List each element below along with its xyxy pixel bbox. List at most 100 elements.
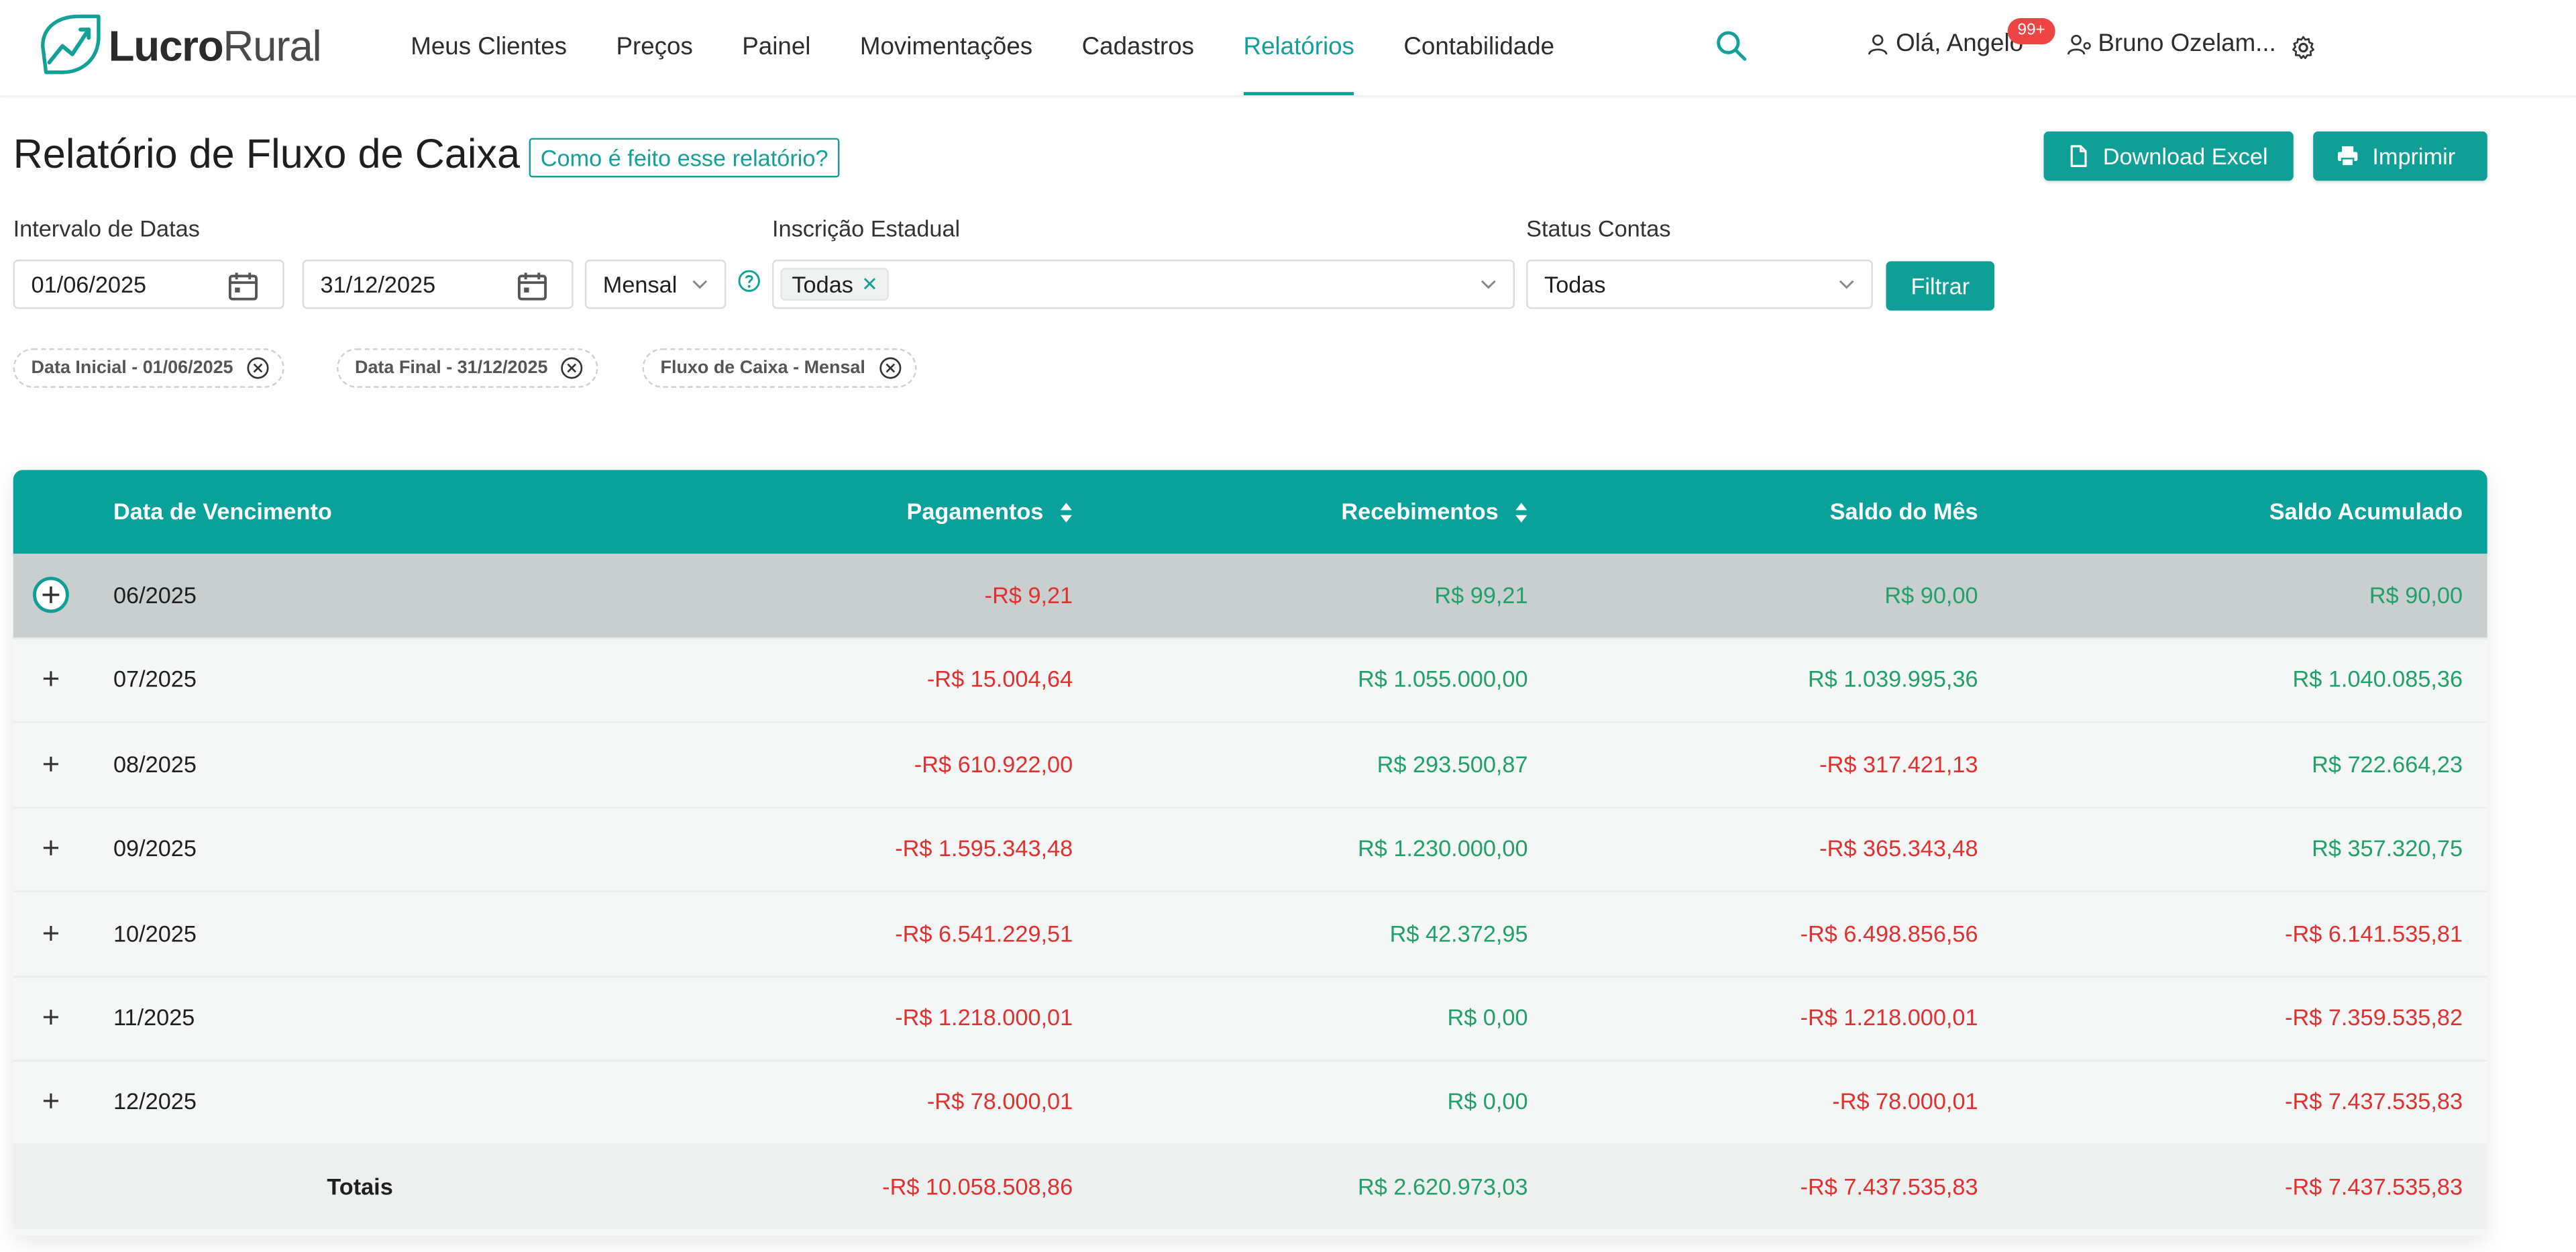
row-date: 07/2025 xyxy=(113,666,197,692)
row-accumulated: -R$ 6.141.535,81 xyxy=(2285,919,2463,946)
calendar-icon[interactable] xyxy=(227,270,260,303)
date-range-label: Intervalo de Datas xyxy=(13,215,200,242)
totals-payments: -R$ 10.058.508,86 xyxy=(882,1173,1073,1200)
expand-row-button[interactable] xyxy=(32,576,69,613)
plus-icon xyxy=(43,756,58,772)
row-accumulated: -R$ 7.437.535,83 xyxy=(2285,1088,2463,1115)
chevron-down-icon xyxy=(1839,280,1854,289)
table-row[interactable]: 11/2025 -R$ 1.218.000,01 R$ 0,00 -R$ 1.218.… xyxy=(13,976,2487,1062)
help-icon[interactable] xyxy=(738,270,761,293)
row-payments: -R$ 78.000,01 xyxy=(926,1088,1073,1115)
expand-row-button[interactable] xyxy=(38,751,64,777)
search-icon[interactable] xyxy=(1715,30,1748,62)
row-date: 09/2025 xyxy=(113,835,197,862)
row-receipts: R$ 1.230.000,00 xyxy=(1358,835,1528,862)
totals-receipts: R$ 2.620.973,03 xyxy=(1358,1173,1528,1200)
close-circle-icon[interactable] xyxy=(246,356,269,379)
row-accumulated: R$ 1.040.085,36 xyxy=(2292,666,2463,692)
printer-icon xyxy=(2337,146,2358,167)
table-row[interactable]: 07/2025 -R$ 15.004,64 R$ 1.055.000,00 R$ 1.… xyxy=(13,638,2487,724)
nav-contabilidade[interactable]: Contabilidade xyxy=(1403,32,1555,61)
row-receipts: R$ 293.500,87 xyxy=(1377,750,1528,777)
print-button[interactable]: Imprimir xyxy=(2313,131,2487,181)
row-date: 10/2025 xyxy=(113,919,197,946)
row-payments: -R$ 6.541.229,51 xyxy=(895,919,1073,946)
expand-row-button[interactable] xyxy=(38,919,64,945)
table-row[interactable]: 09/2025 -R$ 1.595.343,48 R$ 1.230.000,00 -R… xyxy=(13,807,2487,893)
row-accumulated: R$ 90,00 xyxy=(2369,581,2463,609)
header-month-balance: Saldo do Mês xyxy=(1829,498,1978,525)
expand-row-button[interactable] xyxy=(38,666,64,692)
calendar-icon[interactable] xyxy=(516,270,549,303)
row-accumulated: R$ 722.664,23 xyxy=(2312,750,2463,777)
chevron-down-icon xyxy=(692,280,708,289)
row-receipts: R$ 99,21 xyxy=(1434,581,1528,609)
chevron-down-icon xyxy=(1481,280,1496,289)
totals-month: -R$ 7.437.535,83 xyxy=(1800,1173,1978,1200)
header-payments[interactable]: Pagamentos xyxy=(907,470,1073,554)
totals-row: Totais -R$ 10.058.508,86 R$ 2.620.973,03… xyxy=(13,1145,2487,1229)
user-icon xyxy=(1868,34,1888,54)
tag-remove-icon[interactable]: ✕ xyxy=(861,272,878,296)
filter-button[interactable]: Filtrar xyxy=(1886,261,1995,311)
expand-row-button[interactable] xyxy=(38,1004,64,1030)
how-it-works-button[interactable]: Como é feito esse relatório? xyxy=(529,138,840,178)
close-circle-icon[interactable] xyxy=(561,356,584,379)
chip-end-date: Data Final - 31/12/2025 xyxy=(337,348,599,388)
plus-icon xyxy=(43,1009,58,1025)
account-switcher[interactable]: Bruno Ozelam... xyxy=(2067,30,2276,58)
plus-icon xyxy=(42,586,60,603)
sort-icon[interactable] xyxy=(1060,502,1073,525)
ie-label: Inscrição Estadual xyxy=(772,215,961,242)
header-receipts[interactable]: Recebimentos xyxy=(1341,470,1527,554)
status-select[interactable]: Todas xyxy=(1526,259,1873,309)
nav-meus-clientes[interactable]: Meus Clientes xyxy=(411,32,568,61)
nav-cadastros[interactable]: Cadastros xyxy=(1081,32,1195,61)
date-end-input[interactable]: 31/12/2025 xyxy=(302,259,574,309)
close-circle-icon[interactable] xyxy=(878,356,901,379)
logo[interactable]: LucroRural xyxy=(33,10,322,83)
row-month-balance: R$ 90,00 xyxy=(1884,581,1978,609)
expand-row-button[interactable] xyxy=(38,835,64,862)
download-excel-button[interactable]: Download Excel xyxy=(2043,131,2294,181)
gear-icon[interactable] xyxy=(2290,34,2316,60)
user-greeting[interactable]: Olá, Angelo xyxy=(1866,30,2023,58)
row-receipts: R$ 1.055.000,00 xyxy=(1358,666,1528,692)
row-payments: -R$ 15.004,64 xyxy=(926,666,1073,692)
nav-painel[interactable]: Painel xyxy=(742,32,811,61)
row-month-balance: -R$ 6.498.856,56 xyxy=(1800,919,1978,946)
table-row[interactable]: 08/2025 -R$ 610.922,00 R$ 293.500,87 -R$ 31… xyxy=(13,723,2487,808)
table-row[interactable]: 12/2025 -R$ 78.000,01 R$ 0,00 -R$ 78.000,01… xyxy=(13,1061,2487,1146)
row-payments: -R$ 1.595.343,48 xyxy=(895,835,1073,862)
logo-text: LucroRural xyxy=(108,20,322,70)
sort-icon[interactable] xyxy=(1515,502,1528,525)
nav-movimentacoes[interactable]: Movimentações xyxy=(859,32,1033,61)
user-gear-icon xyxy=(2067,34,2091,54)
chip-period: Fluxo de Caixa - Mensal xyxy=(642,348,916,388)
row-month-balance: -R$ 317.421,13 xyxy=(1819,750,1978,777)
totals-accumulated: -R$ 7.437.535,83 xyxy=(2285,1173,2463,1200)
row-receipts: R$ 42.372,95 xyxy=(1389,919,1528,946)
table-header: Data de Vencimento Pagamentos Recebiment… xyxy=(13,470,2487,554)
row-receipts: R$ 0,00 xyxy=(1447,1088,1528,1115)
notification-badge[interactable]: 99+ xyxy=(2007,17,2055,45)
totals-label: Totais xyxy=(327,1173,393,1200)
table-row[interactable]: 10/2025 -R$ 6.541.229,51 R$ 42.372,95 -R$ 6… xyxy=(13,892,2487,978)
row-accumulated: -R$ 7.359.535,82 xyxy=(2285,1004,2463,1031)
nav-precos[interactable]: Preços xyxy=(616,32,693,61)
ie-multiselect[interactable]: Todas ✕ xyxy=(772,259,1515,309)
row-payments: -R$ 610.922,00 xyxy=(914,750,1073,777)
period-select[interactable]: Mensal xyxy=(584,259,727,309)
nav-relatorios[interactable]: Relatórios xyxy=(1243,0,1354,96)
plus-icon xyxy=(43,841,58,856)
date-start-input[interactable]: 01/06/2025 xyxy=(13,259,284,309)
row-month-balance: -R$ 78.000,01 xyxy=(1832,1088,1978,1115)
row-month-balance: -R$ 365.343,48 xyxy=(1819,835,1978,862)
logo-icon xyxy=(40,14,101,74)
row-receipts: R$ 0,00 xyxy=(1447,1004,1528,1031)
page-title: Relatório de Fluxo de Caixa xyxy=(13,131,521,178)
table-row[interactable]: 06/2025 -R$ 9,21 R$ 99,21 R$ 90,00 R$ 90,00 xyxy=(13,554,2487,639)
expand-row-button[interactable] xyxy=(38,1088,64,1114)
file-icon xyxy=(2070,145,2087,167)
ie-tag[interactable]: Todas ✕ xyxy=(780,268,890,301)
